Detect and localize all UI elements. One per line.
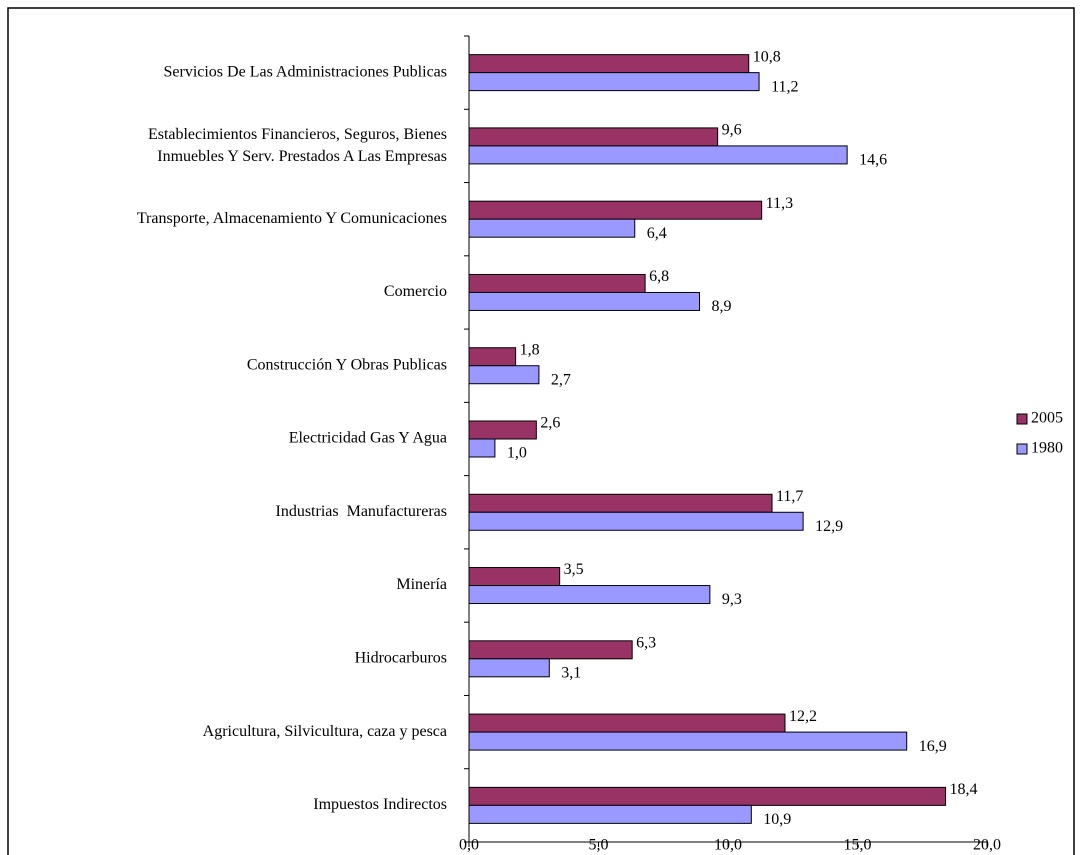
- bar: [468, 585, 711, 605]
- value-label: 10,9: [763, 811, 791, 828]
- bar: [468, 786, 947, 806]
- value-label: 9,6: [722, 122, 742, 139]
- legend-swatch: [1016, 413, 1028, 425]
- bar: [468, 804, 752, 824]
- bar: [468, 200, 763, 220]
- value-label: 2,6: [540, 415, 560, 432]
- y-tick-label: Establecimientos Financieros, Seguros, B…: [148, 126, 447, 165]
- bar: [468, 731, 908, 751]
- value-label: 11,3: [766, 195, 793, 212]
- y-tick-label: Agricultura, Silvicultura, caza y pesca: [203, 723, 447, 740]
- x-tick-label: 15,0: [844, 837, 872, 854]
- y-tick-label: Electricidad Gas Y Agua: [289, 430, 447, 447]
- y-tick-label: Hidrocarburos: [355, 649, 447, 666]
- bar: [468, 713, 786, 733]
- value-label: 11,2: [771, 78, 798, 95]
- bar: [468, 54, 750, 74]
- bar: [468, 493, 773, 513]
- bar: [468, 658, 550, 678]
- bar: [468, 145, 848, 165]
- value-label: 16,9: [919, 738, 947, 755]
- value-label: 12,9: [815, 518, 843, 535]
- value-label: 1,8: [520, 341, 540, 358]
- bar: [468, 511, 804, 531]
- legend-swatch: [1016, 443, 1028, 455]
- bar: [468, 438, 496, 458]
- value-label: 14,6: [859, 152, 887, 169]
- x-tick-label: 0,0: [459, 837, 479, 854]
- value-label: 8,9: [712, 298, 732, 315]
- value-label: 12,2: [789, 708, 817, 725]
- y-tick-label: Servicios De Las Administraciones Public…: [163, 63, 447, 80]
- bar: [468, 291, 701, 311]
- value-label: 3,5: [564, 561, 584, 578]
- value-label: 6,3: [636, 634, 656, 651]
- legend-label: 2005: [1031, 410, 1063, 427]
- y-tick-label: Industrias Manufactureras: [276, 503, 448, 520]
- bar: [468, 640, 633, 660]
- bar: [468, 365, 540, 385]
- value-label: 6,8: [649, 268, 669, 285]
- bar: [468, 218, 636, 238]
- value-label: 10,8: [753, 48, 781, 65]
- value-label: 1,0: [507, 445, 527, 462]
- bar: [468, 567, 561, 587]
- value-label: 18,4: [950, 781, 978, 798]
- value-label: 3,1: [561, 664, 581, 681]
- value-label: 2,7: [551, 371, 571, 388]
- y-tick-label: Comercio: [384, 283, 447, 300]
- x-tick-label: 20,0: [973, 837, 1001, 854]
- x-tick-label: 10,0: [714, 837, 742, 854]
- bar: [468, 420, 537, 440]
- y-tick-label: Minería: [396, 576, 447, 593]
- x-tick-label: 5,0: [589, 837, 609, 854]
- value-label: 9,3: [722, 591, 742, 608]
- y-tick-label: Construcción Y Obras Publicas: [247, 356, 447, 373]
- value-label: 11,7: [776, 488, 803, 505]
- legend-label: 1980: [1031, 440, 1063, 457]
- bar: [468, 72, 760, 92]
- bar: [468, 127, 719, 147]
- y-tick-label: Impuestos Indirectos: [313, 796, 447, 813]
- bar: [468, 347, 517, 367]
- y-tick-label: Transporte, Almacenamiento Y Comunicacio…: [137, 210, 447, 227]
- value-label: 6,4: [647, 225, 667, 242]
- bar: [468, 273, 646, 293]
